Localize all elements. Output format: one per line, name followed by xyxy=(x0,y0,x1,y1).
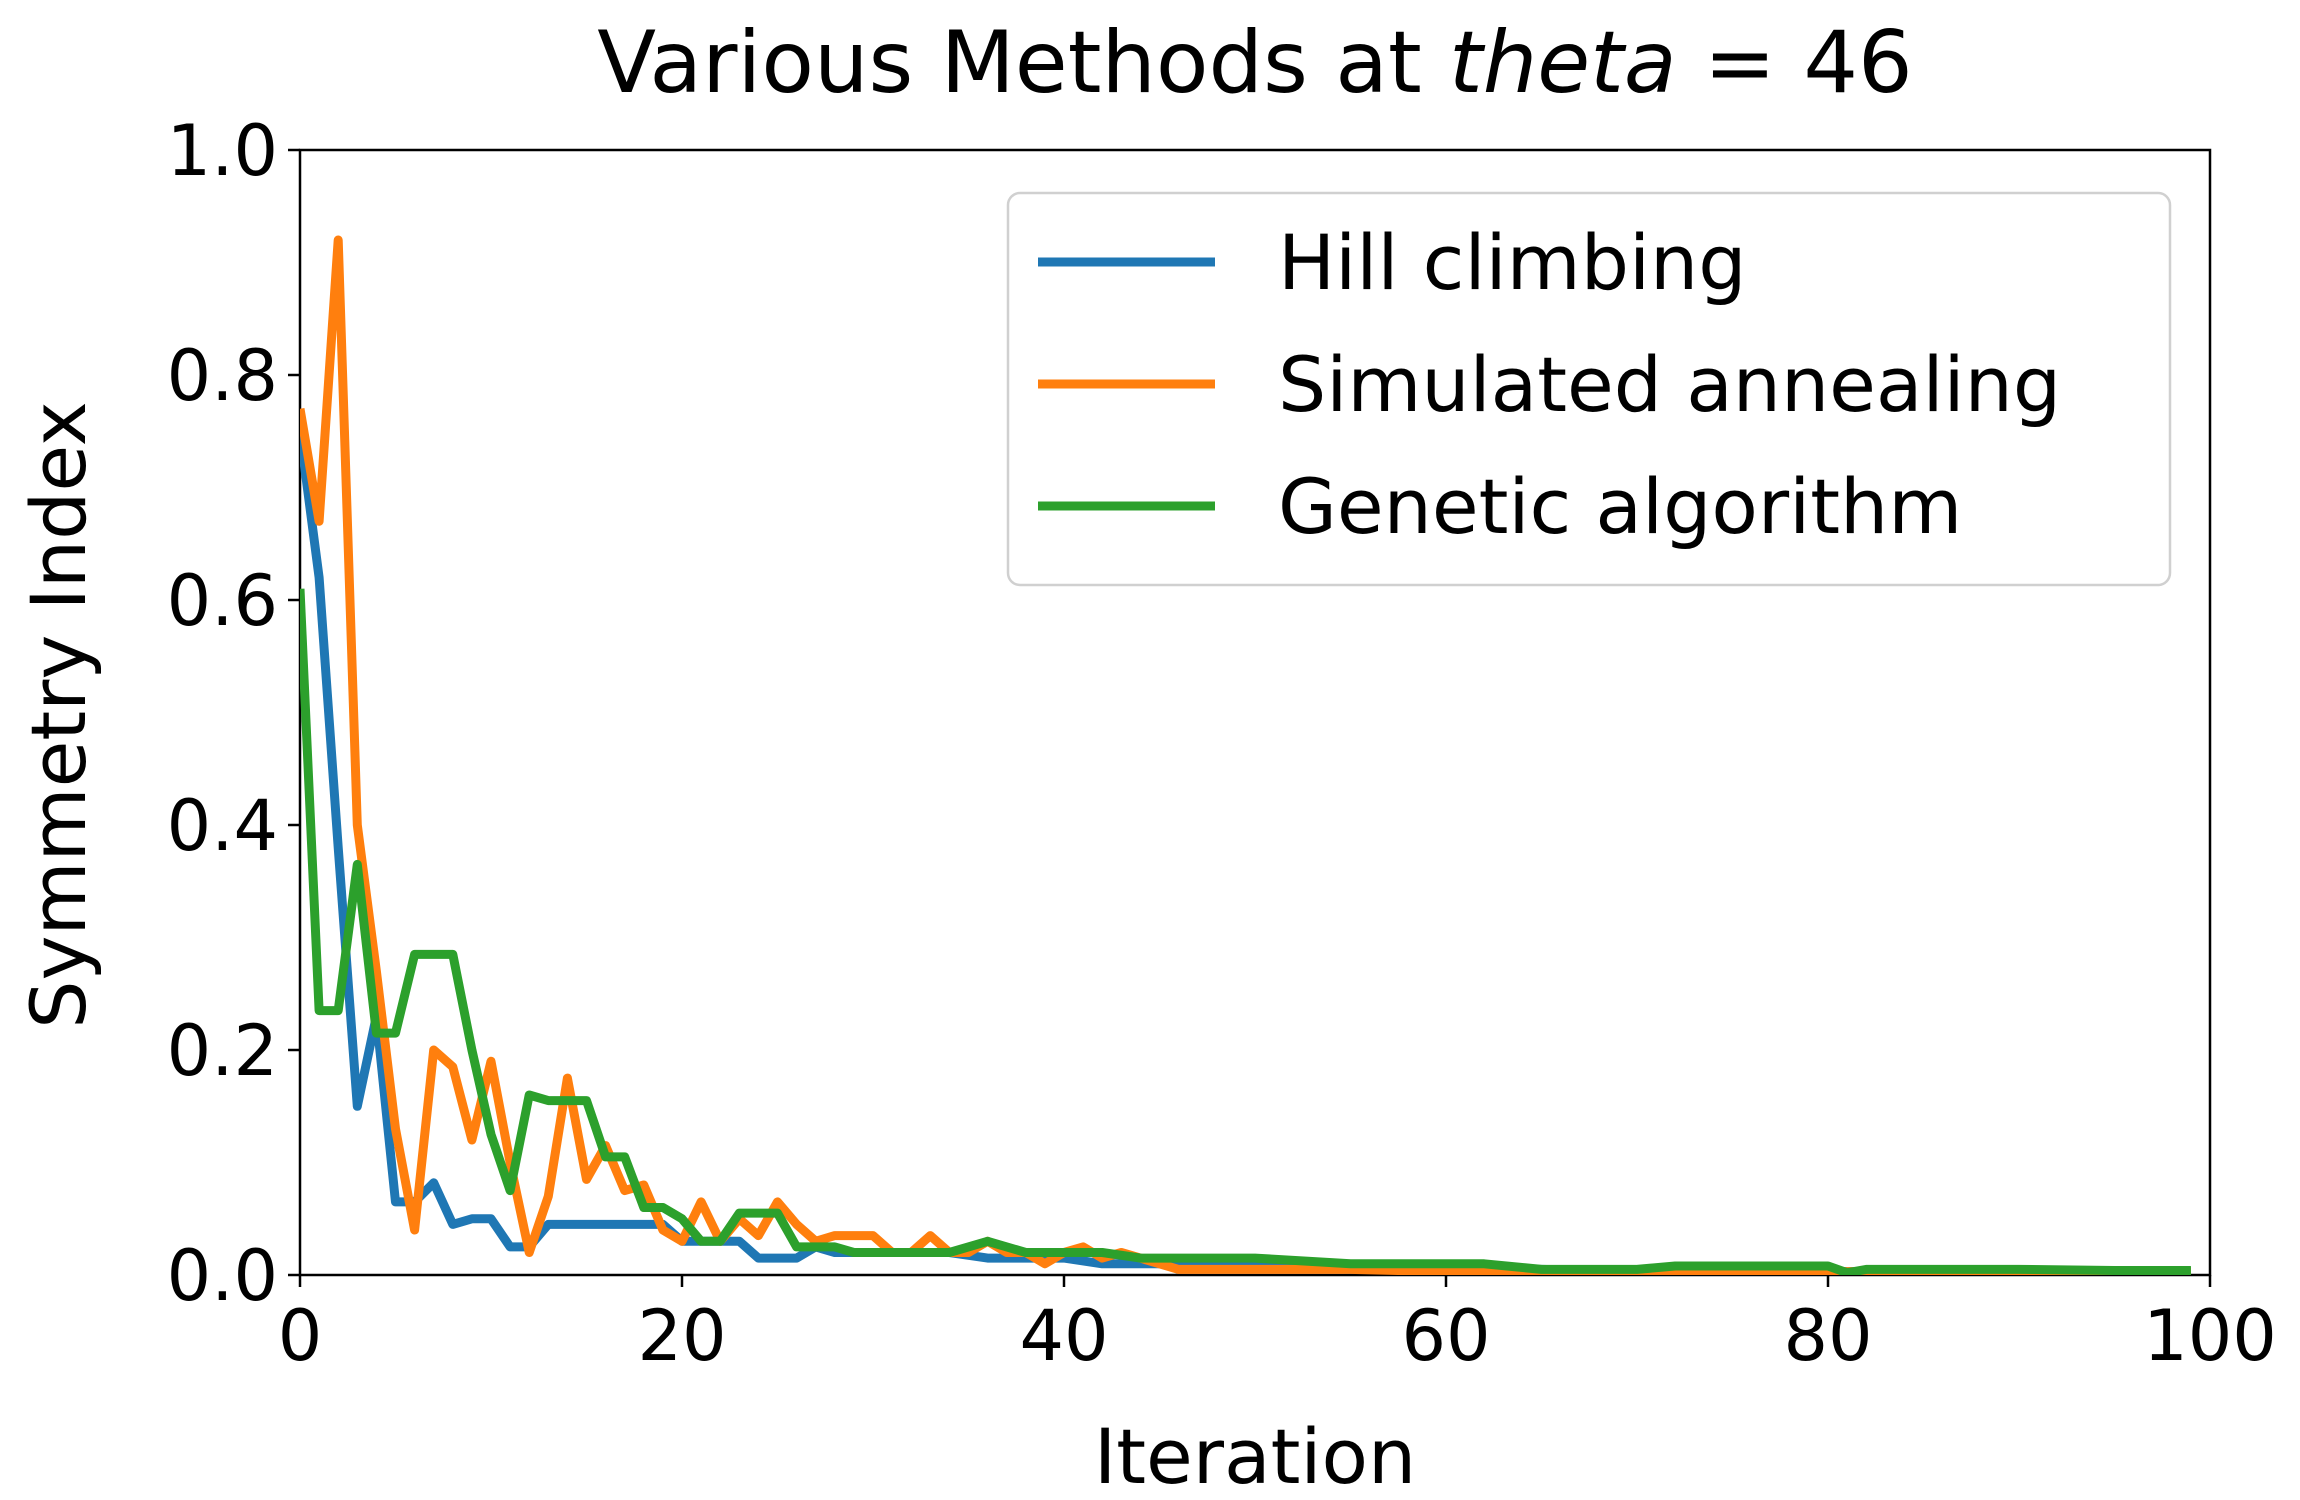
y-tick-label: 0.4 xyxy=(167,785,278,867)
y-tick-label: 0.8 xyxy=(167,335,278,417)
series-line-genetic-algorithm xyxy=(300,588,2191,1275)
x-tick-label: 60 xyxy=(1401,1295,1490,1377)
legend: Hill climbing Simulated annealing Genetic … xyxy=(1006,191,2172,587)
legend-label: Genetic algorithm xyxy=(1278,462,1962,551)
x-tick-label: 0 xyxy=(278,1295,323,1377)
y-axis-label: Symmetry Index xyxy=(14,401,103,1028)
y-axis-ticks: 0.0 0.2 0.4 0.6 0.8 1.0 xyxy=(167,110,300,1317)
legend-label: Simulated annealing xyxy=(1278,340,2061,429)
title-variable: theta xyxy=(1449,13,1677,113)
x-tick-label: 80 xyxy=(1783,1295,1872,1377)
x-tick-label: 20 xyxy=(637,1295,726,1377)
title-equation: = 46 xyxy=(1677,13,1913,113)
chart-title: Various Methods at theta = 46 xyxy=(597,13,1913,113)
x-tick-label: 100 xyxy=(2143,1295,2277,1377)
x-axis-ticks: 0 20 40 60 80 100 xyxy=(278,1275,2277,1377)
x-tick-label: 40 xyxy=(1019,1295,1108,1377)
title-prefix: Various Methods at xyxy=(597,13,1449,113)
y-tick-label: 0.2 xyxy=(167,1010,278,1092)
plot-area-frame xyxy=(298,148,2212,1277)
legend-box xyxy=(1006,191,2172,587)
legend-label: Hill climbing xyxy=(1278,218,1746,307)
x-axis-label: Iteration xyxy=(1094,1412,1416,1500)
y-tick-label: 1.0 xyxy=(167,110,278,192)
y-tick-label: 0.0 xyxy=(167,1235,278,1317)
y-tick-label: 0.6 xyxy=(167,560,278,642)
series-layer xyxy=(300,235,2191,1275)
